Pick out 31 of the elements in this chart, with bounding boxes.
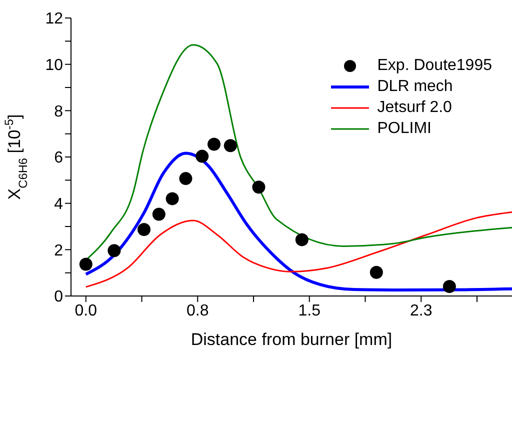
point (166, 192, 179, 206)
y-tick-label: 0 (54, 288, 64, 306)
legend-label: Exp. Doute1995 (377, 56, 492, 74)
x-tick-label: 2.3 (410, 302, 432, 320)
point (208, 138, 221, 151)
x-tick-label: 1.5 (298, 302, 321, 320)
point (252, 180, 266, 194)
point (295, 233, 308, 246)
x-tick-label: 0.8 (186, 302, 209, 320)
line-series (84, 152, 512, 292)
point (79, 258, 92, 271)
point (224, 139, 237, 152)
legend-label: POLIMI (377, 120, 432, 138)
y-tick-label: 6 (54, 150, 64, 167)
point (370, 266, 383, 279)
legend-label: DLR mech (377, 78, 453, 96)
y-tick-label: 8 (54, 103, 64, 120)
x-tick-label: 0.0 (74, 302, 98, 320)
legend-label: Jetsurf 2.0 (377, 98, 452, 116)
point (196, 150, 209, 163)
point (442, 280, 456, 293)
line-series (85, 211, 512, 288)
point (138, 223, 151, 236)
point (108, 244, 121, 258)
y-tick-label: 10 (45, 57, 64, 74)
point (152, 208, 166, 221)
y-tick-label: 4 (54, 196, 64, 214)
y-tick-label: 2 (54, 242, 64, 260)
y-tick-label: 12 (45, 10, 64, 28)
point (179, 172, 192, 186)
x-axis-title: Distance from burner [mm] (190, 330, 392, 349)
